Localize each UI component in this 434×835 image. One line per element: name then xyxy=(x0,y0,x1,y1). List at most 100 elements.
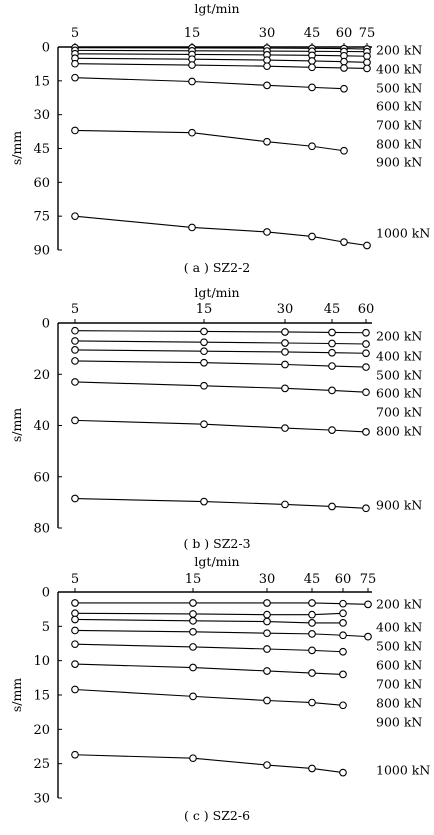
data-point xyxy=(339,619,347,627)
series-line xyxy=(74,340,367,345)
data-point xyxy=(200,347,208,356)
data-point xyxy=(308,599,316,607)
x-tick-label: 30 xyxy=(259,572,276,587)
data-point xyxy=(362,340,370,348)
y-tick-label: 30 xyxy=(33,792,50,807)
data-point xyxy=(200,358,208,367)
data-point xyxy=(71,378,79,386)
load-label: 400 kN xyxy=(376,620,422,635)
data-point xyxy=(188,61,196,69)
data-point xyxy=(364,632,372,641)
x-tick-label: 75 xyxy=(360,572,377,587)
data-point xyxy=(362,349,370,358)
y-tick-label: 90 xyxy=(33,244,50,259)
y-tick-label: 0 xyxy=(42,586,50,601)
data-point xyxy=(362,504,370,513)
y-tick-label: 80 xyxy=(33,522,50,537)
series-line xyxy=(74,129,345,152)
data-point xyxy=(281,339,289,347)
load-label: 600 kN xyxy=(376,658,422,673)
data-point xyxy=(339,768,347,777)
data-point xyxy=(189,627,197,636)
load-label: 1000 kN xyxy=(376,763,430,778)
x-tick-label: 60 xyxy=(335,572,352,587)
data-point xyxy=(340,238,348,246)
data-point xyxy=(340,64,348,72)
y-tick-label: 0 xyxy=(42,317,50,332)
series-line xyxy=(74,419,367,433)
data-point xyxy=(340,84,348,93)
data-point xyxy=(71,609,79,618)
load-label: 500 kN xyxy=(376,639,422,654)
series-line xyxy=(74,663,344,675)
data-point xyxy=(328,502,336,511)
load-label: 200 kN xyxy=(376,329,422,344)
data-point xyxy=(362,388,370,397)
y-tick-label: 10 xyxy=(33,654,50,669)
load-label: 600 kN xyxy=(376,99,422,114)
y-axis-label: s/mm xyxy=(9,131,24,165)
data-point xyxy=(200,497,208,506)
data-point xyxy=(200,420,208,429)
x-tick-label: 15 xyxy=(196,302,213,317)
data-point xyxy=(328,426,336,434)
data-point xyxy=(308,630,316,638)
data-point xyxy=(71,357,79,365)
data-point xyxy=(189,663,197,672)
x-tick-label: 45 xyxy=(304,26,321,41)
data-point xyxy=(328,339,336,348)
data-point xyxy=(189,754,197,763)
y-tick-label: 5 xyxy=(42,620,50,635)
load-label: 800 kN xyxy=(376,696,422,711)
x-tick-label: 60 xyxy=(358,302,375,317)
data-point xyxy=(308,646,316,655)
series-line xyxy=(74,360,367,368)
data-point xyxy=(189,616,197,625)
data-point xyxy=(71,685,79,694)
series-line xyxy=(74,688,344,706)
data-point xyxy=(263,62,271,71)
data-point xyxy=(281,384,289,393)
data-point xyxy=(189,610,197,618)
data-point xyxy=(308,63,316,72)
load-label: 700 kN xyxy=(376,405,422,420)
x-tick-label: 15 xyxy=(184,26,201,41)
x-tick-label: 45 xyxy=(324,302,341,317)
data-point xyxy=(328,328,336,337)
chart-panel-3: 5 15 30 45 60 75 0 5 10 15 20 25 30 lgt/min s/mm ( c ) … xyxy=(9,554,430,823)
chart-caption: ( b ) SZ2-3 xyxy=(183,536,250,551)
series-line xyxy=(74,349,367,354)
data-point xyxy=(200,338,208,347)
data-point xyxy=(71,494,79,503)
y-tick-label: 15 xyxy=(33,689,50,704)
data-point xyxy=(339,631,347,640)
data-point xyxy=(263,610,271,619)
data-point xyxy=(339,701,347,710)
load-label: 600 kN xyxy=(376,386,422,401)
y-tick-label: 20 xyxy=(33,368,50,383)
data-point xyxy=(71,126,79,135)
series-line xyxy=(74,754,344,774)
data-point xyxy=(71,660,79,668)
data-point xyxy=(328,386,336,395)
data-point xyxy=(263,761,271,769)
data-point xyxy=(263,696,271,705)
series-line xyxy=(74,618,343,624)
series-line xyxy=(74,381,367,393)
data-point xyxy=(71,73,79,82)
load-label: 900 kN xyxy=(376,715,422,730)
data-point xyxy=(363,64,371,73)
data-point xyxy=(71,212,79,221)
data-point xyxy=(340,146,348,155)
data-point xyxy=(308,83,316,92)
data-point xyxy=(188,223,196,232)
y-tick-label: 25 xyxy=(33,757,50,772)
data-point xyxy=(188,128,196,137)
data-point xyxy=(308,764,316,773)
data-point xyxy=(339,599,347,608)
y-tick-label: 75 xyxy=(33,210,50,225)
data-point xyxy=(362,428,370,436)
data-point xyxy=(308,232,316,241)
chart-panel-1: 5 15 30 45 60 75 0 15 30 45 60 75 90 lgt/min s/mm ( a )… xyxy=(9,1,430,275)
